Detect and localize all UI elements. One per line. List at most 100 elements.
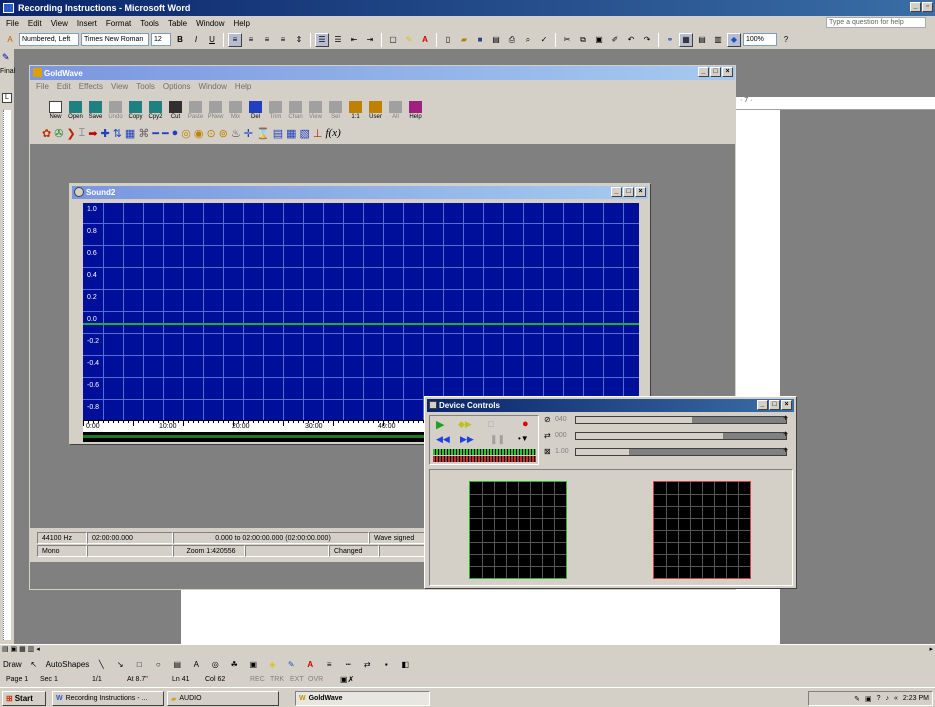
gw-delete-button[interactable]: Del (246, 94, 265, 120)
gw-menu-help[interactable]: Help (234, 81, 252, 91)
fx-volume-icon[interactable]: ▤ (272, 127, 284, 140)
tray-network-icon[interactable]: ▣ (864, 695, 872, 703)
balance-slider[interactable] (575, 432, 787, 440)
italic-icon[interactable]: I (194, 35, 198, 44)
fx-invert-icon[interactable]: ⇅ (112, 127, 122, 140)
goldwave-maximize-button[interactable]: □ (710, 67, 721, 77)
line-color-icon[interactable]: ✎ (287, 659, 295, 669)
status-rec[interactable]: REC (250, 676, 265, 683)
gw-cut-button[interactable]: Cut (166, 94, 185, 120)
3d-icon[interactable]: ◧ (401, 659, 410, 669)
bullets-icon[interactable]: ☰ (334, 35, 342, 44)
pause-icon[interactable]: ❚❚ (490, 434, 506, 444)
oval-icon[interactable]: ○ (155, 659, 161, 669)
print-preview-icon[interactable]: ⌕ (525, 34, 531, 44)
justify-icon[interactable]: ≡ (280, 35, 286, 44)
diagram-icon[interactable]: ◎ (211, 659, 219, 669)
align-left-icon[interactable]: ≡ (228, 32, 242, 47)
align-right-icon[interactable]: ≡ (264, 35, 270, 44)
start-button[interactable]: ⊞ Start (2, 691, 46, 706)
right-channel-scope[interactable] (653, 481, 751, 579)
hyperlink-icon[interactable]: ⚭ (666, 35, 674, 44)
taskbar-item-audio[interactable]: ▰ AUDIO (167, 691, 279, 706)
word-menu-file[interactable]: File (6, 18, 19, 28)
gw-menu-effects[interactable]: Effects (78, 81, 103, 91)
speed-slider[interactable] (575, 448, 787, 456)
draw-menu[interactable]: Draw (3, 659, 22, 669)
format-painter-icon[interactable]: ✐ (611, 35, 619, 44)
paste-icon[interactable]: ▣ (595, 35, 603, 44)
scroll-right-icon[interactable]: ▸ (929, 646, 933, 653)
stop-icon[interactable]: □ (488, 419, 494, 429)
shadow-icon[interactable]: ▪ (384, 659, 388, 669)
line-icon[interactable]: ╲ (98, 659, 104, 669)
pen-icon[interactable]: ✎ (2, 52, 10, 62)
fx-expression-icon[interactable]: ⊥ (312, 127, 323, 140)
insert-table-icon[interactable]: ▤ (698, 35, 706, 44)
word-menu-table[interactable]: Table (167, 18, 188, 28)
fx-time-icon[interactable]: ⌛ (255, 127, 270, 140)
word-help-search-input[interactable]: Type a question for help (826, 17, 926, 28)
fx-fade-icon[interactable]: ✚ (100, 127, 110, 140)
fx-dynamics-icon[interactable]: ✇ (54, 127, 64, 140)
rewind-icon[interactable]: ◀◀ (436, 434, 450, 444)
gw-paste-button[interactable]: Paste (186, 94, 205, 120)
status-trk[interactable]: TRK (270, 676, 284, 683)
fx-silence-icon[interactable]: ━ (161, 127, 169, 140)
dc-close-button[interactable]: × (781, 400, 792, 410)
word-minimize-button[interactable]: _ (910, 2, 921, 12)
font-color-icon[interactable]: A (422, 35, 428, 44)
undo-icon[interactable]: ↶ (627, 35, 635, 44)
line-spacing-icon[interactable]: ⇕ (295, 35, 303, 44)
gw-help-button[interactable]: Help (406, 94, 425, 120)
fx-mechanize-icon[interactable]: ⌘ (138, 127, 150, 140)
gw-chan-button[interactable]: Chan (286, 94, 305, 120)
gw-undo-button[interactable]: Undo (106, 94, 125, 120)
font-size-combo[interactable]: 12 (151, 33, 171, 46)
spelling-status-icon[interactable]: ▣✗ (340, 675, 355, 684)
gw-trim-button[interactable]: Trim (266, 94, 285, 120)
record-mode-icon[interactable]: •▼ (518, 434, 529, 443)
status-ovr[interactable]: OVR (308, 676, 324, 683)
tables-borders-icon[interactable]: ▦ (679, 32, 693, 47)
dash-style-icon[interactable]: ┅ (345, 659, 351, 669)
goldwave-close-button[interactable]: × (722, 67, 733, 77)
numbering-icon[interactable]: ☰ (315, 32, 329, 47)
decrease-indent-icon[interactable]: ⇤ (350, 35, 358, 44)
zoom-combo[interactable]: 100% (743, 33, 777, 46)
fx-reverb-icon[interactable]: ⊙ (206, 127, 216, 140)
left-channel-scope[interactable] (469, 481, 567, 579)
final-tab[interactable]: Final (0, 68, 15, 80)
tray-help-icon[interactable]: ? (876, 695, 881, 702)
sound2-minimize-button[interactable]: _ (611, 187, 622, 197)
fx-shape-icon[interactable]: ▦ (286, 127, 297, 140)
taskbar-item-word[interactable]: W Recording Instructions - ... (52, 691, 164, 706)
fx-speed-icon[interactable]: ♨ (230, 127, 241, 140)
font-combo[interactable]: Times New Roman (81, 33, 149, 46)
fx-doppler-icon[interactable]: ✿ (42, 127, 52, 140)
picture-icon[interactable]: ▣ (249, 659, 258, 669)
copy-icon[interactable]: ⧉ (580, 34, 586, 44)
gw-zoom-user-button[interactable]: User (366, 94, 385, 120)
bold-icon[interactable]: B (177, 35, 183, 44)
gw-pnew-button[interactable]: PNew (206, 94, 225, 120)
waveform-display[interactable]: 1.0 0.8 0.6 0.4 0.2 0.0 -0.2 -0.4 -0.6 -0.8 (83, 203, 639, 420)
fx-noise-icon[interactable]: ▧ (299, 127, 310, 140)
record-icon[interactable]: ● (522, 418, 529, 430)
fx-filter-icon[interactable]: ⌶ (78, 126, 86, 139)
gw-menu-tools[interactable]: Tools (136, 81, 155, 91)
gw-mix-button[interactable]: Mix (226, 94, 245, 120)
fx-offset-icon[interactable]: ━ (152, 127, 159, 140)
dc-maximize-button[interactable]: □ (769, 400, 780, 410)
word-menu-tools[interactable]: Tools (140, 18, 159, 28)
drawing-font-color-icon[interactable]: A (307, 659, 314, 669)
gw-open-button[interactable]: Open (66, 94, 85, 120)
tray-chevron-icon[interactable]: « (894, 695, 898, 702)
highlight-icon[interactable]: ✎ (405, 35, 413, 44)
gw-zoom-11-button[interactable]: 1:1 (346, 94, 365, 120)
balance-plus-icon[interactable]: + (783, 429, 789, 439)
fx-equalizer-icon[interactable]: ▦ (124, 127, 136, 140)
goldwave-minimize-button[interactable]: _ (698, 67, 709, 77)
sound2-maximize-button[interactable]: □ (623, 187, 634, 197)
word-menu-format[interactable]: Format (105, 18, 132, 28)
